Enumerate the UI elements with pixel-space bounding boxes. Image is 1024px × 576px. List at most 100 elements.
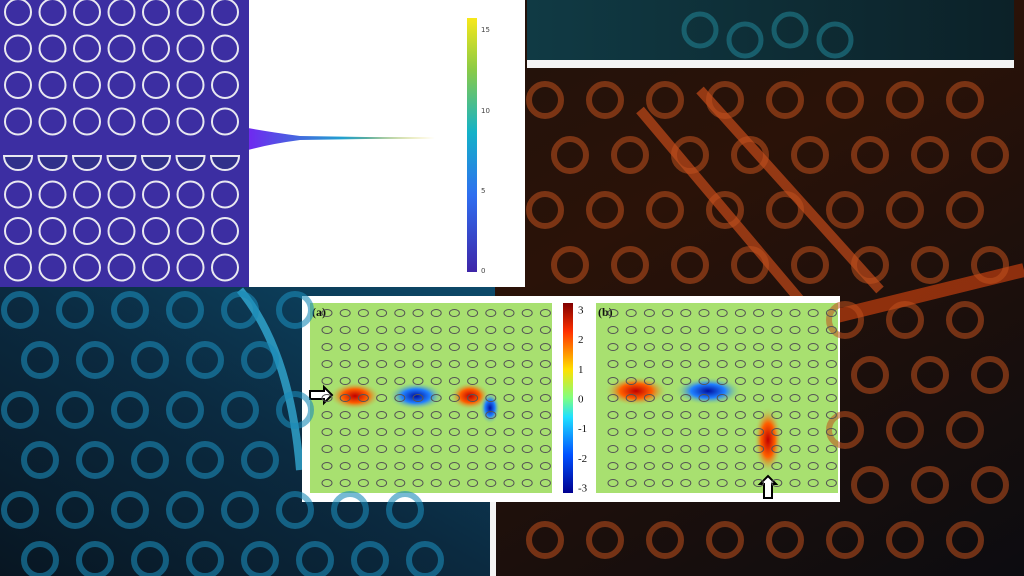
rod bbox=[643, 309, 655, 317]
ring bbox=[176, 0, 205, 26]
rod bbox=[539, 309, 551, 317]
field-profile bbox=[248, 128, 435, 150]
rod bbox=[412, 343, 424, 351]
ring bbox=[826, 301, 864, 339]
glow-beam bbox=[236, 287, 304, 471]
ring bbox=[176, 180, 205, 209]
rod bbox=[825, 428, 837, 436]
rod bbox=[643, 326, 655, 334]
rod bbox=[716, 462, 728, 470]
rod bbox=[339, 462, 351, 470]
ring bbox=[946, 521, 984, 559]
ring bbox=[107, 253, 136, 282]
rod bbox=[807, 445, 819, 453]
rod bbox=[485, 377, 497, 385]
ring bbox=[971, 136, 1009, 174]
panel-label: (a) bbox=[312, 305, 326, 319]
rod bbox=[807, 462, 819, 470]
ring bbox=[586, 191, 624, 229]
ring bbox=[1, 291, 39, 329]
rod bbox=[789, 394, 801, 402]
rod bbox=[625, 377, 637, 385]
ring bbox=[671, 136, 709, 174]
field-lobe bbox=[604, 376, 668, 406]
rod bbox=[807, 326, 819, 334]
ring bbox=[851, 136, 889, 174]
ring bbox=[276, 391, 314, 429]
ring bbox=[586, 521, 624, 559]
rod bbox=[339, 377, 351, 385]
rod bbox=[467, 343, 479, 351]
ring bbox=[73, 180, 101, 209]
rod bbox=[698, 428, 710, 436]
ring bbox=[4, 217, 32, 245]
ring bbox=[107, 34, 136, 63]
ring bbox=[76, 441, 114, 479]
ring bbox=[73, 71, 101, 99]
ring bbox=[731, 136, 769, 174]
ring bbox=[886, 521, 924, 559]
rod bbox=[503, 326, 515, 334]
background-top bbox=[527, 0, 1014, 60]
rod bbox=[539, 377, 551, 385]
colorbar-tick: -3 bbox=[578, 483, 588, 495]
rod bbox=[680, 445, 692, 453]
ring bbox=[706, 81, 744, 119]
ring bbox=[176, 217, 205, 245]
rod bbox=[680, 326, 692, 334]
ring bbox=[186, 341, 224, 379]
rod bbox=[680, 479, 692, 487]
rod bbox=[448, 394, 460, 402]
rod bbox=[662, 343, 674, 351]
rod bbox=[662, 309, 674, 317]
ring bbox=[851, 356, 889, 394]
ring bbox=[791, 136, 829, 174]
field-lobe bbox=[388, 382, 444, 410]
rod bbox=[485, 428, 497, 436]
rod bbox=[771, 445, 783, 453]
rod bbox=[412, 360, 424, 368]
half-ring bbox=[175, 155, 206, 171]
rod bbox=[394, 343, 406, 351]
rod bbox=[357, 462, 369, 470]
rod bbox=[680, 394, 692, 402]
rod bbox=[825, 445, 837, 453]
rod bbox=[503, 428, 515, 436]
field-lobe bbox=[754, 406, 782, 474]
rod bbox=[467, 377, 479, 385]
rod bbox=[753, 479, 765, 487]
ring bbox=[241, 441, 279, 479]
rod bbox=[321, 428, 333, 436]
rod bbox=[734, 394, 746, 402]
rod bbox=[716, 411, 728, 419]
ring bbox=[4, 253, 32, 282]
ring bbox=[386, 491, 424, 529]
ring bbox=[681, 11, 719, 49]
ring bbox=[1, 391, 39, 429]
ring bbox=[38, 180, 67, 209]
rod bbox=[771, 360, 783, 368]
rod bbox=[771, 394, 783, 402]
rod bbox=[625, 479, 637, 487]
rod bbox=[607, 309, 619, 317]
rod bbox=[467, 462, 479, 470]
rod bbox=[643, 462, 655, 470]
rod bbox=[394, 360, 406, 368]
ring bbox=[971, 246, 1009, 284]
rod bbox=[430, 343, 442, 351]
rod bbox=[376, 445, 388, 453]
ring bbox=[38, 34, 67, 63]
ring bbox=[131, 441, 169, 479]
half-ring bbox=[106, 155, 137, 171]
rod bbox=[485, 462, 497, 470]
rod bbox=[485, 479, 497, 487]
ring bbox=[241, 541, 279, 576]
ring bbox=[911, 356, 949, 394]
ring bbox=[107, 180, 136, 209]
rod bbox=[521, 309, 533, 317]
ring bbox=[76, 341, 114, 379]
rod bbox=[734, 462, 746, 470]
ring bbox=[526, 81, 564, 119]
rod bbox=[503, 394, 515, 402]
ring bbox=[142, 71, 170, 99]
